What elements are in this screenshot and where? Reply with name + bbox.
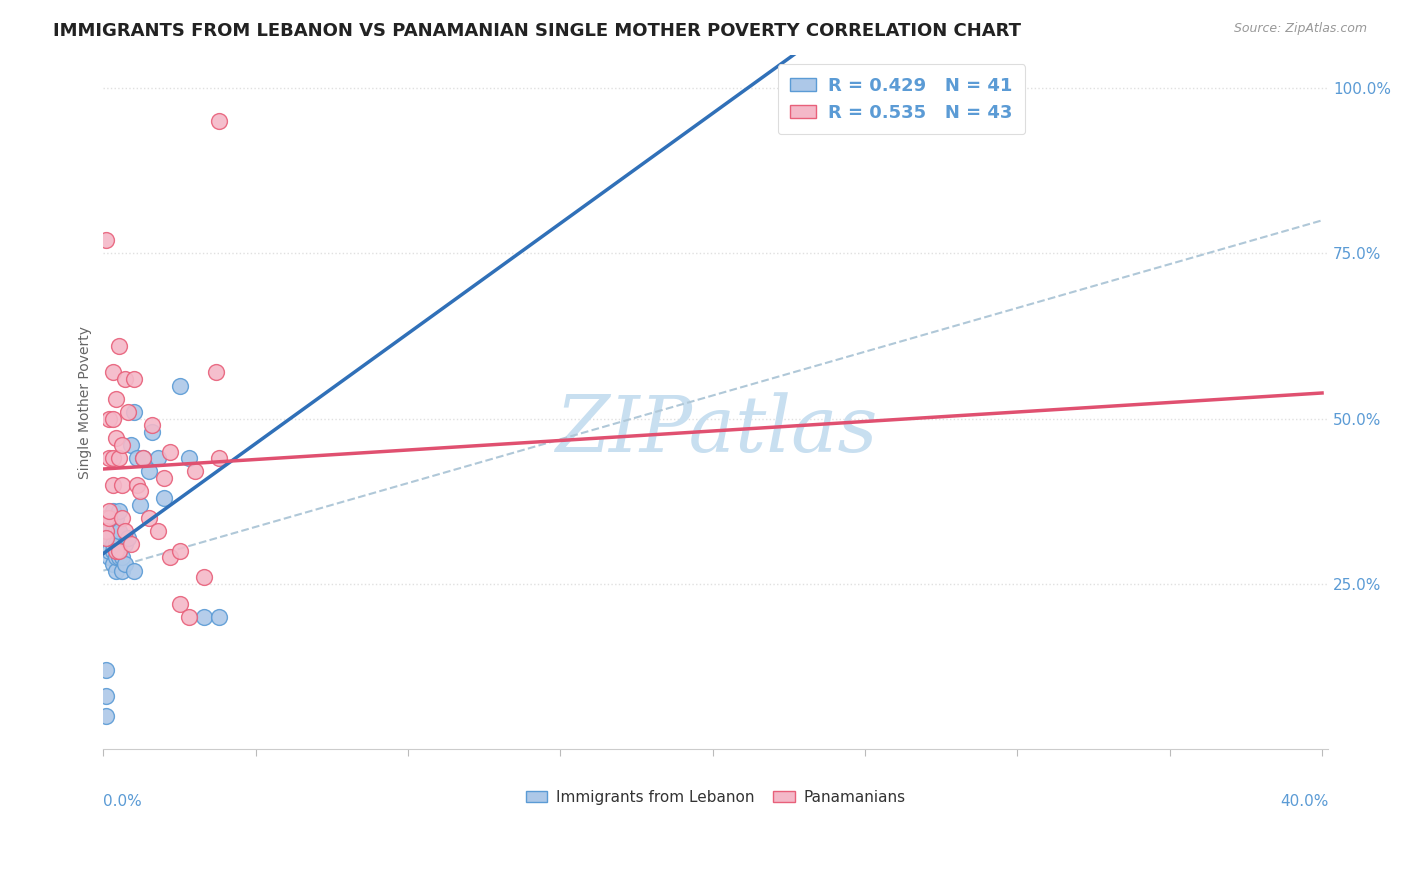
- Point: [148, 451, 170, 466]
- Point: [114, 372, 136, 386]
- Point: [169, 378, 191, 392]
- Point: [98, 550, 121, 565]
- Point: [96, 510, 118, 524]
- Point: [104, 432, 127, 446]
- Y-axis label: Single Mother Poverty: Single Mother Poverty: [79, 326, 93, 479]
- Point: [98, 543, 121, 558]
- Point: [148, 524, 170, 538]
- Legend: Immigrants from Lebanon, Panamanians: Immigrants from Lebanon, Panamanians: [520, 783, 912, 811]
- Text: 0.0%: 0.0%: [104, 794, 142, 809]
- Point: [138, 465, 160, 479]
- Point: [111, 438, 134, 452]
- Point: [107, 524, 129, 538]
- Point: [177, 451, 200, 466]
- Point: [98, 531, 121, 545]
- Point: [107, 550, 129, 565]
- Point: [98, 451, 121, 466]
- Text: 40.0%: 40.0%: [1279, 794, 1329, 809]
- Point: [104, 537, 127, 551]
- Point: [101, 477, 124, 491]
- Point: [153, 471, 176, 485]
- Point: [101, 557, 124, 571]
- Point: [193, 570, 215, 584]
- Point: [205, 365, 228, 379]
- Point: [101, 524, 124, 538]
- Point: [101, 504, 124, 518]
- Point: [122, 564, 145, 578]
- Point: [153, 491, 176, 505]
- Point: [96, 689, 118, 703]
- Point: [111, 477, 134, 491]
- Point: [169, 597, 191, 611]
- Point: [104, 543, 127, 558]
- Point: [101, 365, 124, 379]
- Point: [114, 557, 136, 571]
- Point: [141, 425, 163, 439]
- Point: [96, 233, 118, 247]
- Point: [107, 537, 129, 551]
- Point: [129, 498, 152, 512]
- Point: [138, 510, 160, 524]
- Point: [117, 531, 139, 545]
- Point: [120, 438, 142, 452]
- Point: [159, 550, 181, 565]
- Text: IMMIGRANTS FROM LEBANON VS PANAMANIAN SINGLE MOTHER POVERTY CORRELATION CHART: IMMIGRANTS FROM LEBANON VS PANAMANIAN SI…: [53, 22, 1021, 40]
- Point: [114, 524, 136, 538]
- Point: [177, 610, 200, 624]
- Point: [104, 392, 127, 406]
- Point: [104, 564, 127, 578]
- Point: [98, 510, 121, 524]
- Point: [208, 610, 231, 624]
- Point: [141, 418, 163, 433]
- Point: [125, 477, 148, 491]
- Point: [96, 663, 118, 677]
- Point: [104, 524, 127, 538]
- Point: [101, 537, 124, 551]
- Point: [132, 451, 155, 466]
- Point: [208, 451, 231, 466]
- Point: [159, 444, 181, 458]
- Point: [117, 405, 139, 419]
- Point: [96, 524, 118, 538]
- Point: [132, 451, 155, 466]
- Point: [111, 564, 134, 578]
- Point: [120, 537, 142, 551]
- Point: [104, 510, 127, 524]
- Point: [122, 372, 145, 386]
- Point: [98, 411, 121, 425]
- Point: [101, 411, 124, 425]
- Point: [98, 504, 121, 518]
- Point: [184, 465, 207, 479]
- Point: [96, 709, 118, 723]
- Point: [101, 510, 124, 524]
- Point: [104, 550, 127, 565]
- Point: [169, 543, 191, 558]
- Point: [114, 537, 136, 551]
- Point: [107, 451, 129, 466]
- Point: [111, 550, 134, 565]
- Text: Source: ZipAtlas.com: Source: ZipAtlas.com: [1233, 22, 1367, 36]
- Point: [107, 543, 129, 558]
- Point: [101, 543, 124, 558]
- Point: [208, 114, 231, 128]
- Text: ZIPatlas: ZIPatlas: [554, 392, 877, 468]
- Point: [111, 510, 134, 524]
- Point: [96, 531, 118, 545]
- Point: [122, 405, 145, 419]
- Point: [125, 451, 148, 466]
- Point: [193, 610, 215, 624]
- Point: [101, 451, 124, 466]
- Point: [98, 524, 121, 538]
- Point: [129, 484, 152, 499]
- Point: [107, 504, 129, 518]
- Point: [107, 339, 129, 353]
